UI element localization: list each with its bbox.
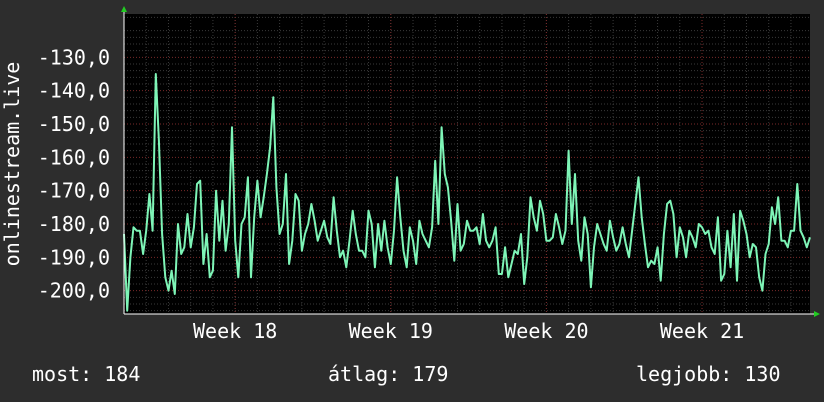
series-line-group: [123, 73, 811, 312]
footer-current: most: 184: [32, 362, 141, 386]
y-tick-label: -180,0: [38, 212, 110, 236]
y-axis-arrow: [121, 6, 127, 12]
series-line: [123, 73, 811, 312]
y-tick-label: -190,0: [38, 245, 110, 269]
y-tick-label: -140,0: [38, 79, 110, 103]
x-tick-labels: Week 18 Week 19 Week 20 Week 21: [193, 319, 744, 343]
footer-average: átlag: 179: [328, 362, 449, 386]
x-tick-label: Week 20: [504, 319, 588, 343]
y-tick-label: -130,0: [38, 45, 110, 69]
axes: [121, 6, 820, 317]
x-tick-label: Week 18: [193, 319, 277, 343]
y-tick-label: -160,0: [38, 145, 110, 169]
footer-best: legjobb: 130: [636, 362, 781, 386]
x-tick-label: Week 21: [660, 319, 744, 343]
x-axis-arrow: [814, 311, 820, 317]
y-axis-label: onlinestream.live: [0, 62, 24, 267]
y-tick-label: -170,0: [38, 179, 110, 203]
grid: [123, 14, 810, 314]
x-tick-label: Week 19: [349, 319, 433, 343]
y-tick-labels: -130,0 -140,0 -150,0 -160,0 -170,0 -180,0 -190…: [38, 45, 110, 302]
y-tick-label: -150,0: [38, 112, 110, 136]
y-tick-label: -200,0: [38, 279, 110, 303]
